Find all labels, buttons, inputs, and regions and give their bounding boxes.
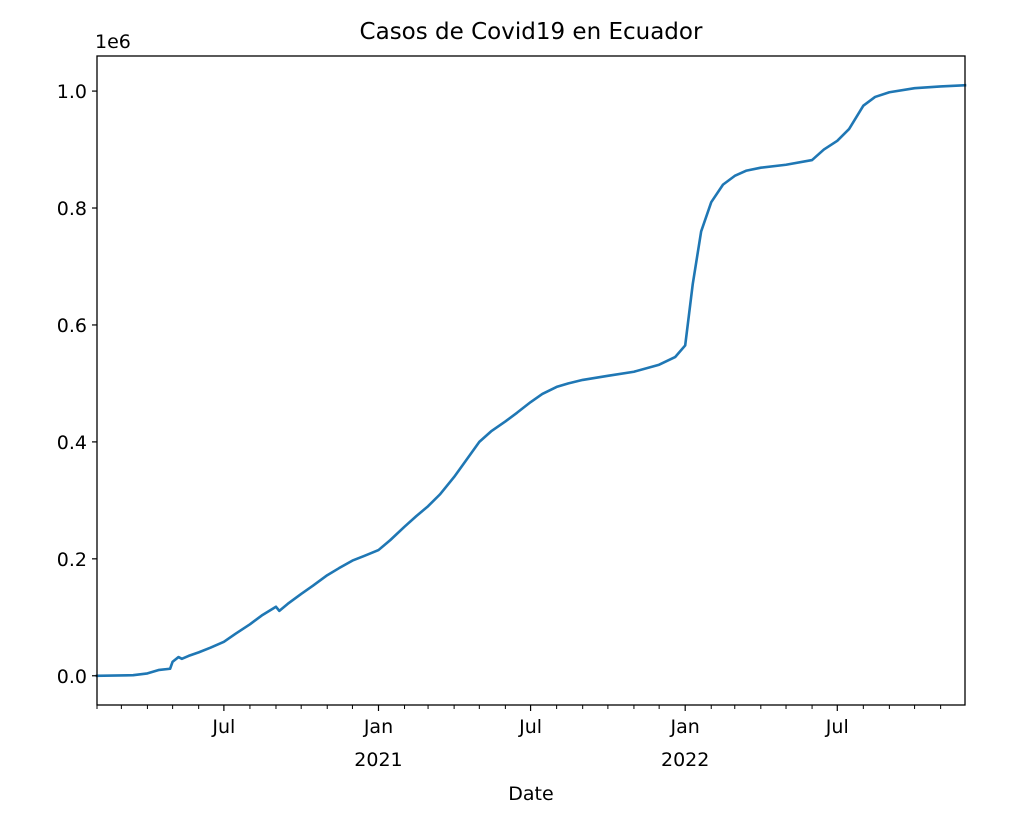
x-tick-label: Jan — [670, 716, 700, 738]
x-tick-label: Jul — [518, 716, 542, 738]
x-tick-year-label: 2022 — [661, 749, 709, 771]
y-tick-label: 0.2 — [57, 549, 87, 571]
chart-title: Casos de Covid19 en Ecuador — [360, 19, 703, 45]
plot-frame — [96, 55, 966, 706]
series-line-casos — [95, 83, 967, 678]
y-tick-label: 1.0 — [57, 81, 87, 103]
x-axis-label: Date — [508, 783, 553, 805]
y-axis-offset-label: 1e6 — [95, 31, 131, 53]
y-tick-label: 0.8 — [57, 198, 87, 220]
x-tick-label: Jul — [825, 716, 849, 738]
x-tick-year-label: 2021 — [354, 749, 402, 771]
x-tick-label: Jan — [363, 716, 393, 738]
y-tick-label: 0.6 — [57, 315, 87, 337]
x-tick-label: Jul — [211, 716, 235, 738]
y-tick-label: 0.4 — [57, 432, 87, 454]
y-tick-label: 0.0 — [57, 666, 87, 688]
